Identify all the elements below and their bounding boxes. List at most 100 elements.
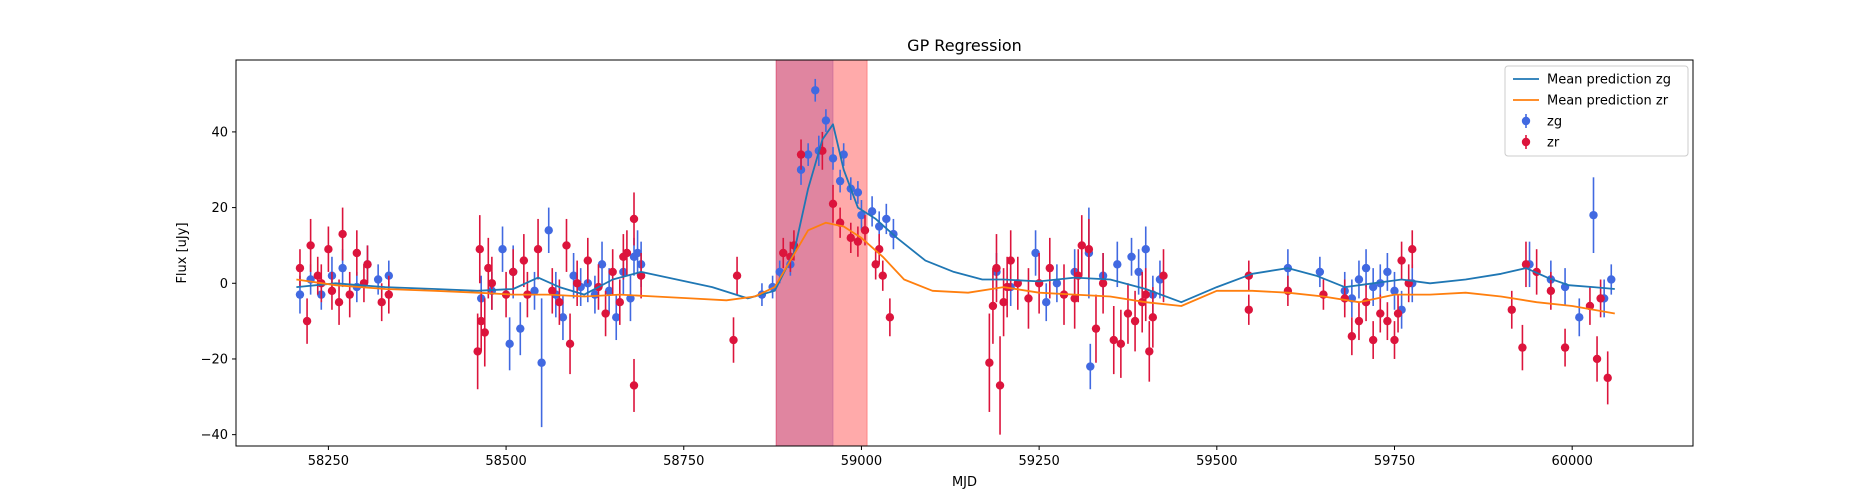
zg-point-24 xyxy=(597,260,607,269)
zr-point-53 xyxy=(871,260,880,269)
legend-entry-zr-label: zr xyxy=(1547,136,1560,151)
zr-point-37 xyxy=(622,248,632,258)
zr-point-101 xyxy=(1518,343,1527,352)
zr-point-19 xyxy=(484,263,493,273)
zr-point-31 xyxy=(583,256,593,265)
legend: Mean prediction zg Mean prediction zr zg zr xyxy=(1504,65,1689,157)
zg-point-4 xyxy=(338,263,347,273)
zr-point-42 xyxy=(732,271,742,280)
zg-point-14 xyxy=(516,324,525,333)
zr-point-57 xyxy=(985,358,994,367)
zg-point-49 xyxy=(882,214,891,224)
zr-point-105 xyxy=(1560,343,1570,352)
zg-point-84 xyxy=(1607,275,1616,284)
series-zr xyxy=(295,131,1612,435)
zr-point-83 xyxy=(1159,271,1168,280)
zr-point-23 xyxy=(519,256,529,265)
zr-point-43 xyxy=(779,248,788,258)
zg-point-47 xyxy=(867,207,877,216)
zg-point-20 xyxy=(569,271,578,280)
zg-point-70 xyxy=(1354,275,1364,284)
zr-point-52 xyxy=(860,226,870,235)
zr-point-55 xyxy=(878,271,887,280)
y-tick-label: 40 xyxy=(211,125,228,140)
line-Mean prediction zg xyxy=(296,123,1615,304)
y-axis-label: Flux [uJy] xyxy=(175,222,190,283)
zr-point-18 xyxy=(480,328,489,337)
zr-point-50 xyxy=(846,233,855,243)
zg-point-17 xyxy=(544,226,553,235)
zr-point-34 xyxy=(608,267,617,277)
legend-entry-zr-swatch xyxy=(1521,137,1531,147)
x-tick-label: 59250 xyxy=(1018,454,1059,469)
zr-point-73 xyxy=(1091,324,1101,333)
zr-point-80 xyxy=(1141,290,1150,299)
x-axis: 58250 58500 58750 59000 59250 59500 59750 60000 xyxy=(308,446,1593,469)
zr-point-40 xyxy=(636,271,646,280)
zg-point-42 xyxy=(835,176,845,186)
y-tick-label: 0 xyxy=(220,277,228,292)
legend-frame xyxy=(1504,65,1689,157)
zr-point-100 xyxy=(1507,305,1516,314)
zr-point-14 xyxy=(384,290,394,299)
zg-point-7 xyxy=(373,275,383,284)
zg-point-11 xyxy=(498,245,507,254)
zg-point-15 xyxy=(530,286,539,296)
legend-entry-Mean-prediction-zr: Mean prediction zr xyxy=(1513,94,1669,109)
zr-point-75 xyxy=(1109,335,1118,345)
zr-point-109 xyxy=(1603,373,1612,383)
zr-point-69 xyxy=(1070,294,1079,303)
zg-point-30 xyxy=(633,248,642,258)
zr-point-88 xyxy=(1340,294,1349,303)
zg-point-61 xyxy=(1127,252,1136,261)
zg-point-75 xyxy=(1390,286,1399,296)
zr-point-48 xyxy=(828,199,838,209)
zr-point-63 xyxy=(1006,256,1015,265)
y-tick-label: 20 xyxy=(211,201,228,216)
zr-point-17 xyxy=(477,316,486,326)
zg-point-55 xyxy=(1052,279,1062,288)
zr-point-67 xyxy=(1045,263,1054,273)
zr-point-30 xyxy=(572,279,582,288)
x-tick-label: 58250 xyxy=(308,454,349,469)
zr-point-15 xyxy=(473,347,482,356)
zr-point-51 xyxy=(853,237,863,246)
zr-point-96 xyxy=(1393,309,1403,318)
zr-point-71 xyxy=(1077,241,1086,250)
zr-point-77 xyxy=(1123,309,1133,318)
zg-point-45 xyxy=(853,188,863,197)
zr-point-2 xyxy=(306,241,315,250)
zr-point-39 xyxy=(629,214,639,224)
zr-point-99 xyxy=(1408,245,1417,254)
x-axis-label: MJD xyxy=(952,475,977,490)
zr-point-93 xyxy=(1376,309,1385,318)
x-tick-label: 59000 xyxy=(841,454,882,469)
zg-point-0 xyxy=(295,290,305,299)
legend-entry-zg-label: zg xyxy=(1547,115,1562,130)
y-axis: −40 −20 0 20 40 xyxy=(201,125,236,443)
x-tick-label: 60000 xyxy=(1551,454,1592,469)
zr-point-76 xyxy=(1116,339,1126,349)
zg-point-54 xyxy=(1042,297,1051,307)
x-tick-label: 59750 xyxy=(1374,454,1415,469)
legend-entry-zg-swatch xyxy=(1521,116,1531,126)
zr-point-65 xyxy=(1024,294,1033,303)
zg-point-40 xyxy=(821,116,831,125)
zr-point-58 xyxy=(988,301,998,311)
zr-point-56 xyxy=(885,313,895,322)
y-tick-label: −20 xyxy=(201,352,228,367)
zr-point-89 xyxy=(1347,332,1357,341)
legend-entry-Mean-prediction-zr-label: Mean prediction zr xyxy=(1547,94,1669,109)
zr-point-90 xyxy=(1354,316,1364,326)
zg-point-12 xyxy=(505,339,514,349)
zr-point-3 xyxy=(313,271,322,280)
zg-point-19 xyxy=(558,313,568,322)
zr-point-22 xyxy=(508,267,518,277)
zr-point-16 xyxy=(475,245,484,254)
zr-point-46 xyxy=(796,150,806,159)
y-tick-label: −40 xyxy=(201,428,228,443)
zg-point-16 xyxy=(537,358,546,367)
zg-point-38 xyxy=(811,86,820,95)
zr-point-97 xyxy=(1397,256,1406,265)
